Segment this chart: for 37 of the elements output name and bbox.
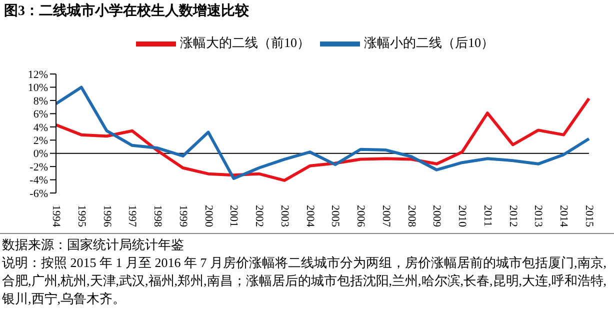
chart-title: 图3：二线城市小学在校生人数增速比较 bbox=[4, 2, 249, 20]
x-tick-label: 1994 bbox=[50, 205, 62, 228]
x-tick-label: 2002 bbox=[253, 205, 266, 227]
x-tick-label: 1996 bbox=[100, 205, 113, 228]
x-tick-label: 2013 bbox=[532, 205, 544, 228]
x-tick-label: 1998 bbox=[152, 205, 164, 228]
y-tick-label: -2% bbox=[30, 161, 48, 174]
x-tick-label: 2015 bbox=[583, 205, 595, 228]
x-tick-label: 1995 bbox=[75, 205, 88, 228]
y-tick-label: -6% bbox=[30, 188, 48, 200]
text: 说明：按照 2015 年 1 月至 2016 年 7 月房价涨幅将二线城市分为两组，房价涨幅居前的城市包括厦门,南京,合肥,广州,杭州,天津,武汉,福州,郑州,南昌；涨幅居后的城市包括沈阳,兰州,哈尔滨,长春,昆明,大连,呼和浩特,银川,西宁,乌鲁木齐。 bbox=[1, 254, 608, 308]
source-note: 数据来源：国家统计局统计年鉴 bbox=[1, 236, 185, 254]
x-tick-label: 2011 bbox=[481, 205, 494, 227]
x-tick-label: 2009 bbox=[430, 205, 443, 228]
x-tick-label: 2007 bbox=[380, 205, 392, 228]
x-tick-label: 2000 bbox=[202, 205, 214, 228]
x-tick-label: 1997 bbox=[126, 205, 138, 228]
x-tick-label: 2003 bbox=[278, 205, 290, 228]
x-tick-label: 2014 bbox=[558, 205, 570, 228]
x-tick-label: 2005 bbox=[329, 205, 342, 228]
x-tick-label: 2001 bbox=[228, 205, 240, 227]
y-tick-label: -4% bbox=[30, 174, 48, 187]
y-tick-label: 8% bbox=[33, 95, 48, 108]
y-tick-label: 2% bbox=[33, 135, 48, 148]
x-tick-label: 2008 bbox=[405, 205, 418, 228]
y-tick-label: 12% bbox=[28, 68, 48, 81]
legend-label: 涨幅大的二线（前10） bbox=[180, 34, 310, 50]
y-tick-label: 0% bbox=[33, 148, 48, 160]
x-tick-label: 2010 bbox=[456, 205, 468, 228]
x-tick-label: 2012 bbox=[506, 205, 519, 227]
y-tick-label: 10% bbox=[28, 82, 48, 94]
y-tick-label: 6% bbox=[33, 108, 48, 121]
legend-label: 涨幅小的二线（后10） bbox=[364, 34, 494, 50]
y-tick-label: 4% bbox=[33, 122, 48, 134]
x-tick-label: 1999 bbox=[176, 205, 189, 228]
x-tick-label: 2006 bbox=[354, 205, 367, 228]
x-tick-label: 2004 bbox=[304, 205, 316, 228]
